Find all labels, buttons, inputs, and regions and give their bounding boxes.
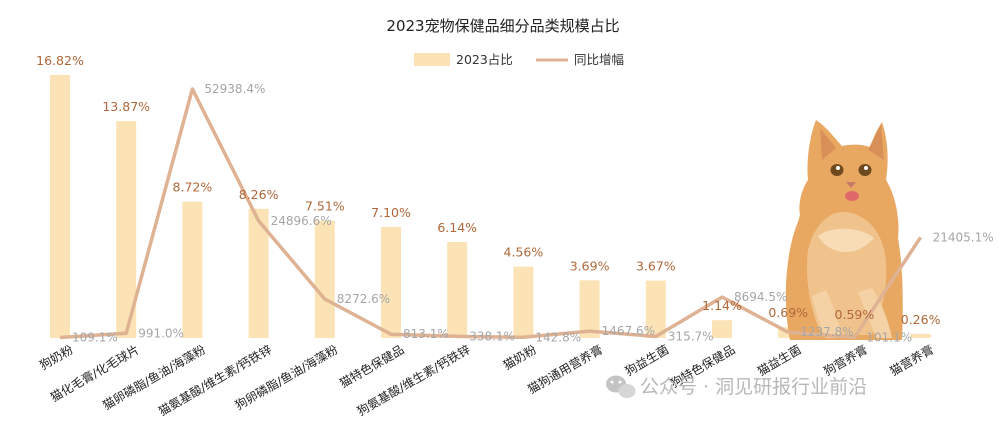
line-value-label: 24896.6% xyxy=(271,214,332,228)
bar-value-labels: 16.82% 13.87% 8.72% 8.26% 7.51% 7.10% 6.14% 4.5… xyxy=(36,53,940,327)
bar xyxy=(513,266,534,338)
bar-value-label: 0.26% xyxy=(901,312,941,327)
bar-value-label: 6.14% xyxy=(437,220,477,235)
bar-value-label: 13.87% xyxy=(102,99,150,114)
watermark-text: 公众号 · 洞见研报行业前沿 xyxy=(640,376,867,398)
line-value-label: 1467.6% xyxy=(602,324,655,338)
bar xyxy=(381,227,401,338)
line-value-label: 1237.8% xyxy=(800,325,853,339)
legend-bar-label: 2023占比 xyxy=(456,52,513,67)
line-value-label: 8694.5% xyxy=(734,290,787,304)
line-value-label: 142.8% xyxy=(535,330,581,344)
bar xyxy=(579,280,600,338)
chart-legend: 2023占比 同比增幅 xyxy=(414,52,624,67)
category-label: 猫狗通用营养膏 xyxy=(525,342,605,397)
legend-bar-swatch xyxy=(414,53,450,66)
bar-value-label: 8.26% xyxy=(239,187,279,202)
category-label: 猫氨基酸/维生素/钙铁锌 xyxy=(156,342,274,419)
line-value-label: 101.1% xyxy=(866,331,912,345)
bar xyxy=(910,333,931,338)
legend-line-label: 同比增幅 xyxy=(574,52,624,67)
bar xyxy=(182,201,203,338)
bar-value-label: 0.69% xyxy=(768,305,808,320)
cat-photo xyxy=(785,120,903,340)
line-value-label: 109.1% xyxy=(72,331,118,345)
line-value-label: 8272.6% xyxy=(337,292,390,306)
bar xyxy=(116,121,137,338)
bar-series xyxy=(50,75,931,338)
bar xyxy=(712,320,732,338)
line-value-label: 52938.4% xyxy=(204,82,265,96)
bar-value-label: 3.69% xyxy=(570,258,610,273)
line-value-label: 315.7% xyxy=(668,330,714,344)
bar-value-label: 1.14% xyxy=(702,298,742,313)
bar-value-label: 3.67% xyxy=(636,259,676,274)
category-label: 猫益生菌 xyxy=(755,342,804,378)
line-value-label: 991.0% xyxy=(138,326,184,340)
category-label: 狗营养膏 xyxy=(821,342,870,379)
category-label: 猫营养膏 xyxy=(887,342,936,379)
bar xyxy=(447,242,468,338)
bar xyxy=(645,280,666,338)
bar-value-label: 16.82% xyxy=(36,53,84,68)
category-label: 猫奶粉 xyxy=(501,342,539,372)
bar xyxy=(248,208,269,338)
line-value-label: 21405.1% xyxy=(933,230,994,244)
growth-line xyxy=(59,87,923,340)
chart-title: 2023宠物保健品细分品类规模占比 xyxy=(386,17,619,35)
category-label: 狗益生菌 xyxy=(623,342,672,378)
bar-value-label: 7.51% xyxy=(305,199,345,214)
bar-value-label: 8.72% xyxy=(173,180,213,195)
wechat-icon xyxy=(606,375,636,398)
bar-value-label: 7.10% xyxy=(371,205,411,220)
watermark: 公众号 · 洞见研报行业前沿 xyxy=(606,375,867,398)
bar-value-label: 4.56% xyxy=(504,245,544,260)
line-value-label: 813.1% xyxy=(403,327,449,341)
line-value-labels: 109.1% 991.0% 52938.4% 24896.6% 8272.6% 813.1… xyxy=(72,82,994,345)
bar-value-label: 0.59% xyxy=(835,307,875,322)
bar xyxy=(50,75,70,338)
category-label: 狗氨基酸/维生素/钙铁锌 xyxy=(354,342,472,419)
line-series xyxy=(59,87,923,340)
bar xyxy=(314,220,335,338)
category-label: 狗奶粉 xyxy=(37,342,75,372)
line-value-label: 338.1% xyxy=(469,329,515,343)
